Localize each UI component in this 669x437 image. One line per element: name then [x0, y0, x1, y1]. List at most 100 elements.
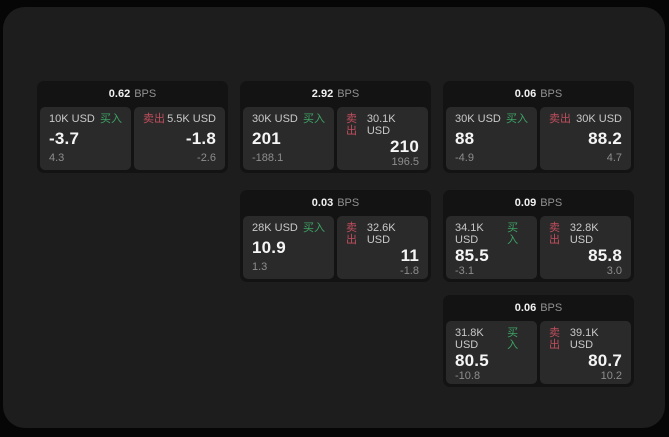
buy-tile-top: 31.8K USD 买入 — [455, 327, 528, 351]
buy-quote-tile[interactable]: 10K USD 买入 -3.7 4.3 — [40, 107, 131, 170]
sell-delta: -2.6 — [197, 152, 216, 164]
buy-price: 201 — [252, 129, 281, 148]
card-header: 0.06 BPS — [443, 295, 634, 321]
bps-value: 0.09 — [514, 197, 537, 209]
bps-value: 0.03 — [311, 197, 334, 209]
sell-tile-top: 卖出 39.1K USD — [549, 327, 622, 351]
buy-amount: 30K USD — [455, 113, 501, 125]
sell-tile-top: 卖出 32.6K USD — [346, 222, 419, 246]
buy-quote-tile[interactable]: 34.1K USD 买入 85.5 -3.1 — [446, 216, 537, 279]
card-body: 28K USD 买入 10.9 1.3 卖出 32.6K USD 11 -1.8 — [240, 216, 431, 282]
bps-unit-label: BPS — [134, 88, 157, 100]
card-body: 30K USD 买入 201 -188.1 卖出 30.1K USD 210 1… — [240, 107, 431, 173]
sell-side-label: 卖出 — [549, 113, 571, 125]
card-header: 0.09 BPS — [443, 190, 634, 216]
bps-value: 0.62 — [108, 88, 131, 100]
bps-value: 0.06 — [514, 88, 537, 100]
sell-amount: 32.8K USD — [569, 222, 599, 246]
card-header: 0.03 BPS — [240, 190, 431, 216]
sell-delta: 10.2 — [600, 370, 622, 382]
card-header: 0.06 BPS — [443, 81, 634, 107]
sell-price: 80.7 — [588, 351, 622, 370]
buy-price: -3.7 — [49, 129, 80, 148]
buy-quote-tile[interactable]: 30K USD 买入 201 -188.1 — [243, 107, 334, 170]
bps-value: 2.92 — [311, 88, 334, 100]
bps-unit-label: BPS — [540, 302, 563, 314]
buy-price: 85.5 — [455, 246, 489, 265]
quote-card: 0.62 BPS 10K USD 买入 -3.7 4.3 卖出 5.5K USD… — [37, 81, 228, 173]
buy-quote-tile[interactable]: 30K USD 买入 88 -4.9 — [446, 107, 537, 170]
buy-amount: 30K USD — [252, 113, 298, 125]
bps-unit-label: BPS — [540, 197, 563, 209]
buy-tile-top: 28K USD 买入 — [252, 222, 325, 234]
sell-price: 88.2 — [588, 129, 622, 148]
sell-amount: 5.5K USD — [167, 113, 216, 125]
sell-price: -1.8 — [185, 129, 216, 148]
buy-side-label: 买入 — [507, 222, 519, 246]
sell-tile-top: 卖出 30K USD — [549, 113, 622, 125]
sell-quote-tile[interactable]: 卖出 30K USD 88.2 4.7 — [540, 107, 631, 170]
buy-side-label: 买入 — [303, 222, 325, 234]
sell-quote-tile[interactable]: 卖出 39.1K USD 80.7 10.2 — [540, 321, 631, 384]
sell-delta: -1.8 — [400, 265, 419, 277]
buy-delta: 4.3 — [49, 152, 65, 164]
quote-card: 0.06 BPS 30K USD 买入 88 -4.9 卖出 30K USD 8… — [443, 81, 634, 173]
buy-amount: 31.8K USD — [455, 327, 484, 351]
buy-tile-top: 10K USD 买入 — [49, 113, 122, 125]
card-header: 2.92 BPS — [240, 81, 431, 107]
buy-delta: -4.9 — [455, 152, 474, 164]
buy-side-label: 买入 — [100, 113, 122, 125]
sell-tile-top: 卖出 30.1K USD — [346, 113, 419, 137]
sell-side-label: 卖出 — [143, 113, 165, 125]
sell-tile-top: 卖出 5.5K USD — [143, 113, 216, 125]
sell-side-label: 卖出 — [346, 113, 357, 137]
buy-quote-tile[interactable]: 31.8K USD 买入 80.5 -10.8 — [446, 321, 537, 384]
bps-unit-label: BPS — [540, 88, 563, 100]
buy-amount: 28K USD — [252, 222, 298, 234]
sell-quote-tile[interactable]: 卖出 32.6K USD 11 -1.8 — [337, 216, 428, 279]
quote-card: 2.92 BPS 30K USD 买入 201 -188.1 卖出 30.1K … — [240, 81, 431, 173]
bps-value: 0.06 — [514, 302, 537, 314]
sell-amount: 30K USD — [576, 113, 622, 125]
bps-unit-label: BPS — [337, 88, 360, 100]
buy-tile-top: 34.1K USD 买入 — [455, 222, 528, 246]
buy-delta: -3.1 — [455, 265, 474, 277]
sell-side-label: 卖出 — [346, 222, 357, 246]
sell-delta: 4.7 — [606, 152, 622, 164]
card-body: 34.1K USD 买入 85.5 -3.1 卖出 32.8K USD 85.8… — [443, 216, 634, 282]
sell-amount: 30.1K USD — [366, 113, 396, 137]
quote-card: 0.06 BPS 31.8K USD 买入 80.5 -10.8 卖出 39.1… — [443, 295, 634, 387]
buy-quote-tile[interactable]: 28K USD 买入 10.9 1.3 — [243, 216, 334, 279]
sell-delta: 3.0 — [606, 265, 622, 277]
buy-delta: -188.1 — [252, 152, 284, 164]
buy-amount: 34.1K USD — [455, 222, 484, 246]
buy-delta: 1.3 — [252, 261, 268, 273]
buy-price: 10.9 — [252, 238, 286, 257]
card-body: 10K USD 买入 -3.7 4.3 卖出 5.5K USD -1.8 -2.… — [37, 107, 228, 173]
sell-quote-tile[interactable]: 卖出 32.8K USD 85.8 3.0 — [540, 216, 631, 279]
sell-side-label: 卖出 — [549, 222, 560, 246]
sell-quote-tile[interactable]: 卖出 5.5K USD -1.8 -2.6 — [134, 107, 225, 170]
sell-price: 210 — [390, 137, 419, 156]
buy-tile-top: 30K USD 买入 — [252, 113, 325, 125]
card-header: 0.62 BPS — [37, 81, 228, 107]
quote-card: 0.03 BPS 28K USD 买入 10.9 1.3 卖出 32.6K US… — [240, 190, 431, 282]
card-body: 31.8K USD 买入 80.5 -10.8 卖出 39.1K USD 80.… — [443, 321, 634, 387]
buy-side-label: 买入 — [506, 113, 528, 125]
card-body: 30K USD 买入 88 -4.9 卖出 30K USD 88.2 4.7 — [443, 107, 634, 173]
sell-delta: 196.5 — [391, 156, 419, 168]
sell-amount: 39.1K USD — [569, 327, 599, 351]
sell-side-label: 卖出 — [549, 327, 560, 351]
buy-delta: -10.8 — [455, 370, 481, 382]
sell-amount: 32.6K USD — [366, 222, 396, 246]
buy-side-label: 买入 — [303, 113, 325, 125]
sell-quote-tile[interactable]: 卖出 30.1K USD 210 196.5 — [337, 107, 428, 170]
buy-price: 88 — [455, 129, 475, 148]
buy-side-label: 买入 — [507, 327, 519, 351]
buy-tile-top: 30K USD 买入 — [455, 113, 528, 125]
buy-price: 80.5 — [455, 351, 489, 370]
sell-tile-top: 卖出 32.8K USD — [549, 222, 622, 246]
quote-card: 0.09 BPS 34.1K USD 买入 85.5 -3.1 卖出 32.8K… — [443, 190, 634, 282]
buy-amount: 10K USD — [49, 113, 95, 125]
sell-price: 11 — [400, 246, 419, 265]
